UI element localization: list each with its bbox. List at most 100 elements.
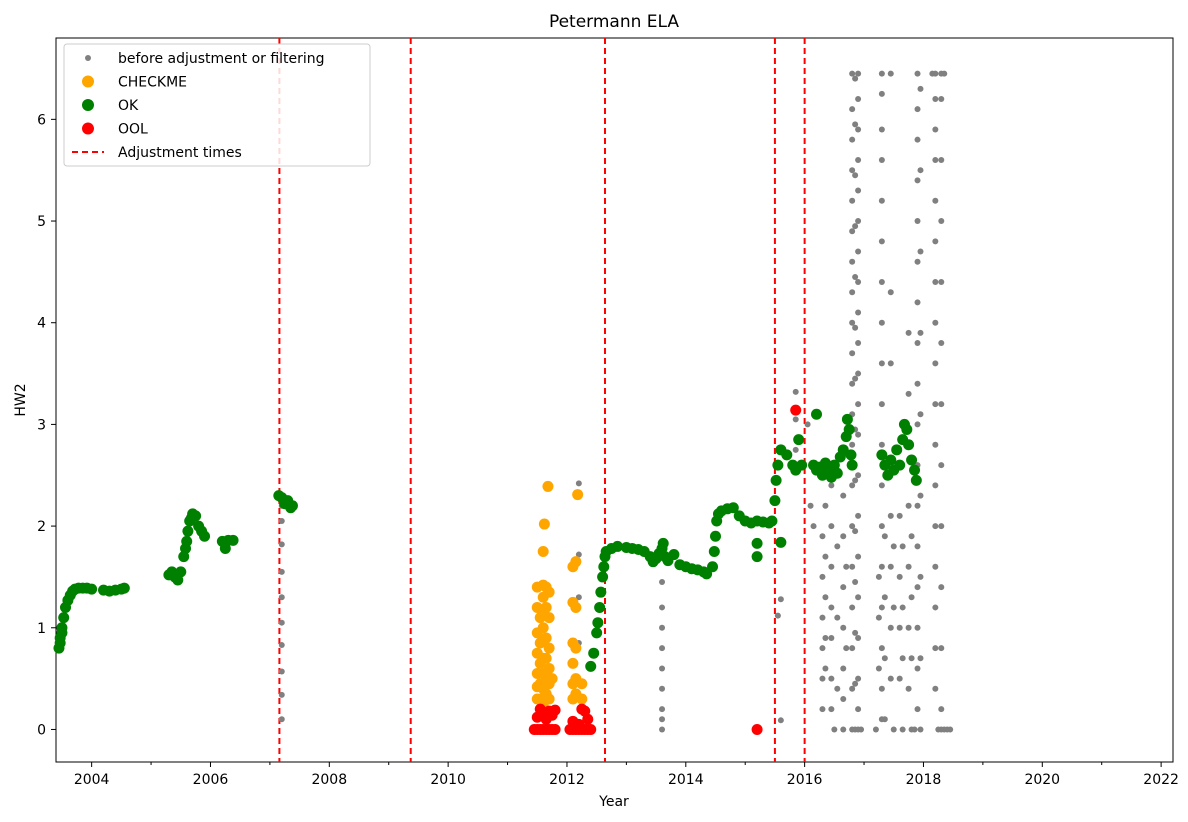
data-point [278, 568, 285, 575]
data-point [766, 515, 778, 527]
data-point [855, 675, 862, 682]
data-point [777, 717, 784, 724]
data-point [793, 434, 805, 446]
data-point [710, 530, 722, 542]
data-point [896, 573, 903, 580]
data-point [878, 197, 885, 204]
data-point [932, 645, 939, 652]
data-point [855, 96, 862, 103]
data-point [843, 645, 850, 652]
data-point [899, 655, 906, 662]
data-point [855, 431, 862, 438]
data-point [878, 319, 885, 326]
data-point [659, 579, 666, 586]
data-point [575, 480, 582, 487]
data-point [572, 489, 584, 501]
data-point [118, 582, 130, 594]
data-point [576, 703, 588, 715]
data-point [659, 665, 666, 672]
x-tick-label: 2008 [311, 772, 347, 788]
data-point [914, 706, 921, 713]
data-point [840, 624, 847, 631]
data-point [890, 726, 897, 733]
data-point [876, 449, 888, 461]
data-point [828, 634, 835, 641]
data-point [278, 642, 285, 649]
chart-title: Petermann ELA [549, 12, 679, 32]
legend-item: OK [82, 98, 139, 114]
plot-area [55, 37, 1174, 763]
data-point [659, 685, 666, 692]
data-point [846, 459, 858, 471]
data-point [708, 546, 720, 558]
data-point [917, 411, 924, 418]
data-point [822, 594, 829, 601]
x-tick-label: 2016 [787, 772, 823, 788]
data-point [855, 634, 862, 641]
legend-item: OOL [82, 122, 148, 138]
data-point [540, 601, 552, 613]
data-point [834, 543, 841, 550]
data-point [855, 553, 862, 560]
data-point [914, 70, 921, 77]
data-point [914, 218, 921, 225]
y-tick-label: 1 [37, 621, 46, 637]
data-point [286, 500, 298, 512]
data-point [887, 512, 894, 519]
data-point [875, 573, 882, 580]
x-tick-label: 2014 [668, 772, 704, 788]
data-point [831, 467, 843, 479]
scatter-points-layer [53, 70, 954, 735]
data-point [807, 502, 814, 509]
data-point [932, 197, 939, 204]
legend-item: Adjustment times [72, 145, 242, 161]
data-point [905, 563, 912, 570]
data-point [182, 525, 194, 537]
data-point [881, 594, 888, 601]
data-point [849, 645, 856, 652]
legend-label: Adjustment times [118, 145, 242, 161]
data-point [543, 642, 555, 654]
data-point [849, 685, 856, 692]
data-point [659, 624, 666, 631]
data-point [175, 566, 187, 578]
data-point [891, 444, 903, 456]
data-point [751, 537, 763, 549]
data-point [537, 546, 549, 558]
data-point [914, 106, 921, 113]
data-point [659, 726, 666, 733]
data-point [852, 223, 859, 230]
data-point [849, 350, 856, 357]
data-point [543, 612, 555, 624]
data-point [938, 279, 945, 286]
data-point [849, 289, 856, 296]
data-point [849, 523, 856, 530]
data-point [775, 536, 787, 548]
data-point [849, 258, 856, 265]
data-point [570, 642, 582, 654]
data-point [878, 523, 885, 530]
data-point [852, 172, 859, 179]
data-point [804, 421, 811, 428]
data-point [878, 563, 885, 570]
data-point [849, 228, 856, 235]
data-point [840, 665, 847, 672]
data-point [834, 614, 841, 621]
y-axis-label: HW2 [13, 383, 29, 416]
data-point [875, 614, 882, 621]
data-point [914, 543, 921, 550]
data-point [914, 502, 921, 509]
data-point [932, 523, 939, 530]
legend-swatch [85, 55, 91, 61]
data-point [840, 726, 847, 733]
x-tick-label: 2022 [1143, 772, 1179, 788]
data-point [849, 167, 856, 174]
data-point [769, 495, 781, 507]
data-point [278, 668, 285, 675]
data-point [887, 289, 894, 296]
legend-box [63, 43, 371, 167]
data-point [852, 680, 859, 687]
data-point [901, 423, 913, 435]
data-point [546, 673, 558, 685]
data-point [543, 586, 555, 598]
